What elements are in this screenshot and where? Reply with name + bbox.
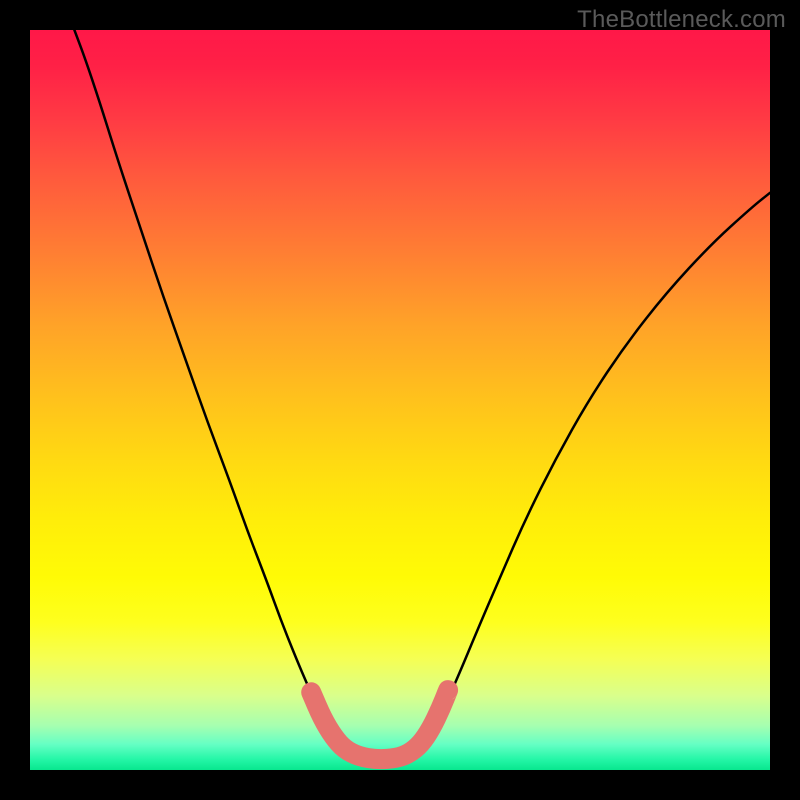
chart-frame: TheBottleneck.com [0,0,800,800]
plot-area [30,30,770,770]
gradient-background [30,30,770,770]
chart-svg [30,30,770,770]
